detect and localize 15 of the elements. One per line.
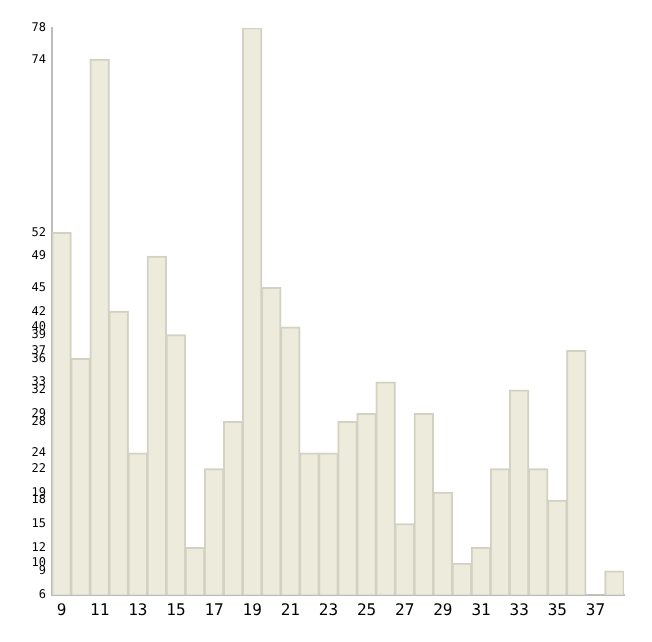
x-tick-label: 33: [509, 600, 530, 619]
x-tick-label: 19: [242, 600, 263, 619]
x-tick-label: 9: [56, 600, 67, 619]
x-tick-label: 31: [471, 600, 491, 619]
x-tick-label: 15: [166, 600, 186, 619]
x-tick-label: 29: [433, 600, 453, 619]
x-tick-label: 27: [395, 600, 415, 619]
x-tick-label: 11: [90, 600, 110, 619]
x-tick-label: 35: [547, 600, 568, 619]
x-tick-label: 13: [128, 600, 148, 619]
x-tick-label: 25: [356, 600, 377, 619]
x-tick-label: 17: [204, 600, 225, 619]
x-tick-label: 23: [318, 600, 339, 619]
x-tick-label: 37: [585, 600, 606, 619]
x-tick-label: 21: [280, 600, 301, 619]
